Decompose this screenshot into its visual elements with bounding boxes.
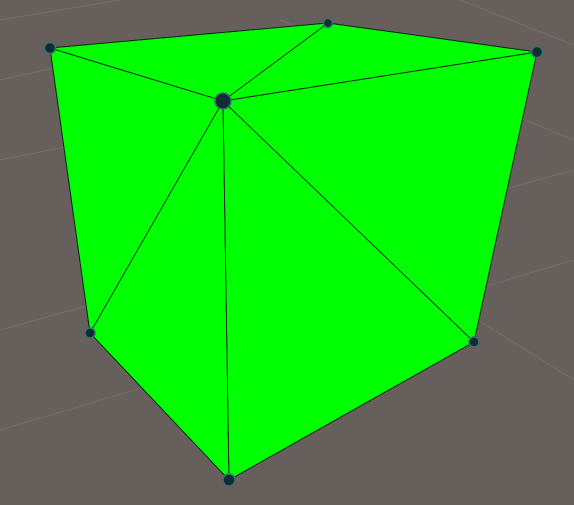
vertex-handle[interactable] — [84, 327, 96, 339]
edge — [228, 341, 475, 481]
edge — [49, 47, 224, 102]
edge — [222, 22, 329, 102]
edge — [222, 51, 538, 102]
vertex-handles[interactable] — [43, 17, 544, 487]
cube-mesh[interactable] — [49, 22, 538, 482]
edge — [89, 100, 224, 334]
edge — [327, 22, 538, 53]
edge — [222, 100, 475, 343]
edge — [473, 51, 538, 343]
vertex-handle-selected[interactable] — [214, 92, 232, 110]
right-face[interactable] — [222, 51, 538, 481]
vertex-handle[interactable] — [43, 41, 57, 55]
edge — [49, 47, 91, 334]
vertex-handle[interactable] — [222, 473, 236, 487]
left-face[interactable] — [49, 47, 230, 482]
edge — [89, 332, 230, 481]
vertex-handle[interactable] — [530, 45, 544, 59]
vertex-handle[interactable] — [468, 336, 480, 348]
edge — [222, 100, 230, 481]
edge — [49, 22, 329, 49]
mesh-edges — [49, 22, 538, 481]
grid-line — [459, 0, 574, 46]
vertex-handle[interactable] — [322, 17, 334, 29]
grid-line — [0, 0, 121, 21]
